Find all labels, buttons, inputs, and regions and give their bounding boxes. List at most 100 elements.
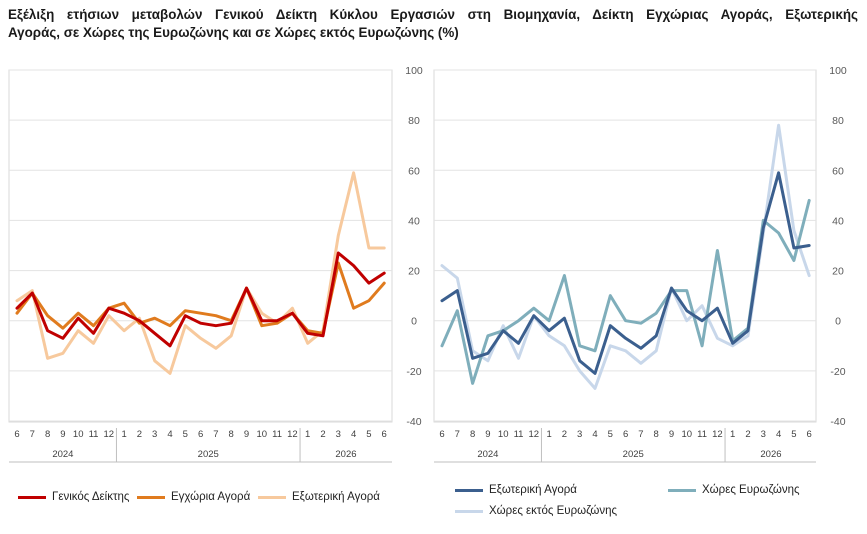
x-tick-label: 9 <box>485 429 490 440</box>
legend-swatch <box>258 495 286 499</box>
x-tick-label: 4 <box>351 429 356 440</box>
year-label: 2024 <box>52 449 73 460</box>
legend-label: Χώρες Ευρωζώνης <box>702 484 800 496</box>
x-tick-label: 10 <box>682 429 693 440</box>
x-tick-label: 2 <box>137 429 142 440</box>
x-tick-label: 2 <box>562 429 567 440</box>
x-tick-label: 3 <box>152 429 157 440</box>
legend-swatch <box>455 509 483 513</box>
x-tick-label: 2 <box>320 429 325 440</box>
x-tick-label: 10 <box>498 429 509 440</box>
legend-label: Εγχώρια Αγορά <box>171 491 251 503</box>
x-tick-label: 5 <box>608 429 613 440</box>
y-tick-label: 40 <box>832 215 844 227</box>
x-tick-label: 8 <box>229 429 234 440</box>
x-tick-label: 7 <box>638 429 643 440</box>
x-tick-label: 4 <box>592 429 597 440</box>
x-tick-label: 6 <box>623 429 628 440</box>
y-tick-label: 20 <box>832 266 844 278</box>
legend-swatch <box>18 495 46 499</box>
series-line <box>15 251 386 348</box>
year-label: 2026 <box>760 449 781 460</box>
x-tick-label: 10 <box>257 429 268 440</box>
x-tick-label: 4 <box>776 429 781 440</box>
x-tick-label: 4 <box>167 429 172 440</box>
x-tick-label: 3 <box>577 429 582 440</box>
x-tick-label: 7 <box>455 429 460 440</box>
x-tick-label: 6 <box>14 429 19 440</box>
series-line <box>15 171 386 375</box>
x-tick-label: 1 <box>121 429 126 440</box>
x-tick-label: 9 <box>60 429 65 440</box>
y-tick-label: 60 <box>408 165 420 177</box>
x-tick-label: 11 <box>272 429 282 440</box>
year-label: 2025 <box>623 449 644 460</box>
legend-swatch <box>137 495 165 499</box>
y-tick-label: 20 <box>408 266 420 278</box>
x-tick-label: 8 <box>470 429 475 440</box>
series-line <box>440 123 811 390</box>
x-tick-label: 10 <box>73 429 84 440</box>
x-tick-label: 12 <box>712 429 723 440</box>
y-tick-label: -40 <box>406 416 421 428</box>
year-label: 2026 <box>335 449 356 460</box>
legend-swatch <box>455 488 483 492</box>
series-line <box>440 171 811 375</box>
year-label: 2025 <box>198 449 219 460</box>
x-tick-label: 1 <box>730 429 735 440</box>
x-tick-label: 6 <box>807 429 812 440</box>
x-tick-label: 7 <box>213 429 218 440</box>
x-tick-label: 5 <box>183 429 188 440</box>
y-tick-label: 60 <box>832 165 844 177</box>
y-tick-label: 0 <box>411 316 417 328</box>
legend-item-external-market: Εξωτερική Αγορά <box>258 491 380 503</box>
legend-label: Γενικός Δείκτης <box>52 491 130 503</box>
y-tick-label: -40 <box>830 416 845 428</box>
legend-label: Εξωτερική Αγορά <box>292 491 380 503</box>
chart-title-line-2: Αγοράς, σε Χώρες της Ευρωζώνης και σε Χώ… <box>8 25 459 40</box>
y-tick-label: 40 <box>408 215 420 227</box>
y-tick-label: -20 <box>830 366 845 378</box>
x-tick-label: 12 <box>104 429 115 440</box>
x-tick-label: 6 <box>382 429 387 440</box>
x-tick-label: 5 <box>791 429 796 440</box>
legend-item-domestic-market: Εγχώρια Αγορά <box>137 491 250 503</box>
x-tick-label: 3 <box>336 429 341 440</box>
legend-item-eurozone: Χώρες Ευρωζώνης <box>668 484 800 496</box>
x-tick-label: 6 <box>439 429 444 440</box>
x-tick-label: 1 <box>305 429 310 440</box>
x-tick-label: 1 <box>546 429 551 440</box>
x-tick-label: 6 <box>198 429 203 440</box>
x-tick-label: 8 <box>654 429 659 440</box>
x-tick-label: 12 <box>529 429 540 440</box>
x-tick-label: 9 <box>669 429 674 440</box>
legend-label: Εξωτερική Αγορά <box>489 484 577 496</box>
legend-label: Χώρες εκτός Ευρωζώνης <box>489 505 618 517</box>
x-tick-label: 9 <box>244 429 249 440</box>
plot-area-frame <box>8 69 393 423</box>
x-tick-label: 11 <box>697 429 707 440</box>
chart-title-line-1: Εξέλιξη ετήσιων μεταβολών Γενικού Δείκτη… <box>8 7 858 22</box>
x-tick-label: 11 <box>89 429 99 440</box>
chart-title: Εξέλιξη ετήσιων μεταβολών Γενικού Δείκτη… <box>8 6 858 42</box>
y-tick-label: 80 <box>832 115 844 127</box>
legend-item-general-index: Γενικός Δείκτης <box>18 491 129 503</box>
legend-swatch <box>668 488 696 492</box>
x-tick-label: 5 <box>366 429 371 440</box>
legend-item-external-market-right: Εξωτερική Αγορά <box>455 484 577 496</box>
x-tick-label: 11 <box>514 429 524 440</box>
x-tick-label: 2 <box>745 429 750 440</box>
x-tick-label: 12 <box>287 429 298 440</box>
legend-item-non-eurozone: Χώρες εκτός Ευρωζώνης <box>455 505 617 517</box>
x-tick-label: 3 <box>761 429 766 440</box>
y-tick-label: -20 <box>406 366 421 378</box>
x-tick-label: 7 <box>30 429 35 440</box>
y-tick-label: 80 <box>408 115 420 127</box>
y-tick-label: 0 <box>835 316 841 328</box>
y-tick-label: 100 <box>829 65 847 77</box>
year-label: 2024 <box>477 449 498 460</box>
y-tick-label: 100 <box>405 65 423 77</box>
